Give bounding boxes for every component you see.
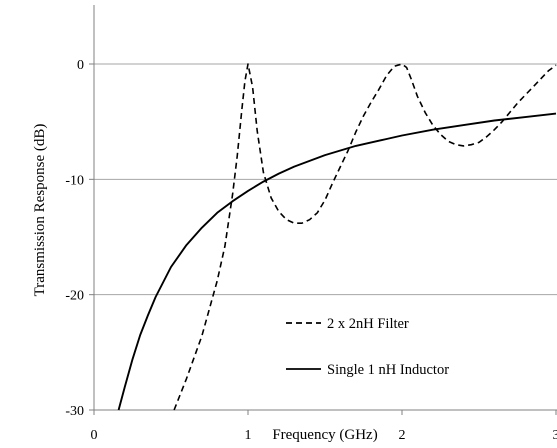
x-axis-title: Frequency (GHz): [272, 427, 377, 443]
x-tick-label: 1: [245, 428, 252, 443]
legend-label-filter: 2 x 2nH Filter: [327, 316, 409, 332]
y-tick-label: 0: [77, 58, 84, 73]
data-series: [117, 63, 557, 411]
x-tick-label: 0: [91, 428, 98, 443]
gridlines: [94, 63, 557, 296]
series-line-inductor: [117, 112, 557, 411]
legend-label-inductor: Single 1 nH Inductor: [327, 362, 449, 378]
legend: 2 x 2nH Filter Single 1 nH Inductor: [286, 316, 449, 378]
y-tick-label: -30: [65, 404, 84, 419]
tick-labels: 0 -10 -20 -30 0 1 2 3: [65, 58, 557, 443]
y-tick-label: -20: [65, 289, 84, 304]
y-axis-title: Transmission Response (dB): [32, 124, 48, 297]
y-tick-label: -10: [65, 173, 84, 188]
x-tick-label: 2: [399, 428, 406, 443]
x-tick-label: 3: [553, 428, 557, 443]
series-line-filter: [173, 63, 557, 411]
axes: [93, 5, 557, 411]
